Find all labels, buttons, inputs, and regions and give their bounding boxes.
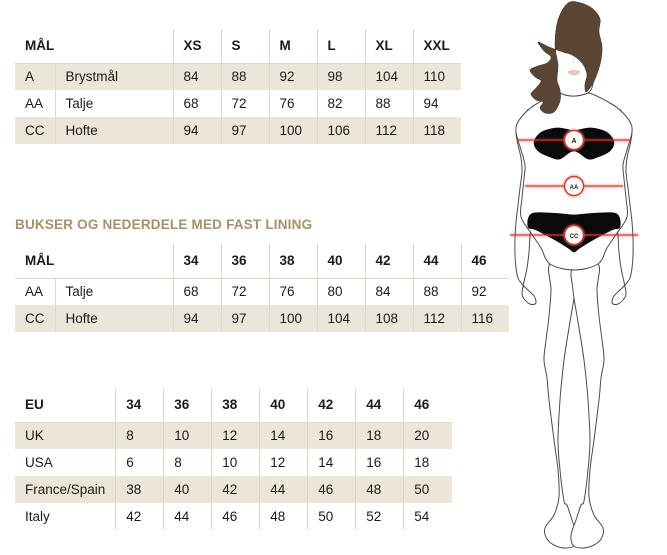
svg-text:AA: AA [570, 185, 579, 191]
svg-text:A: A [571, 138, 576, 145]
svg-text:CC: CC [570, 234, 579, 240]
